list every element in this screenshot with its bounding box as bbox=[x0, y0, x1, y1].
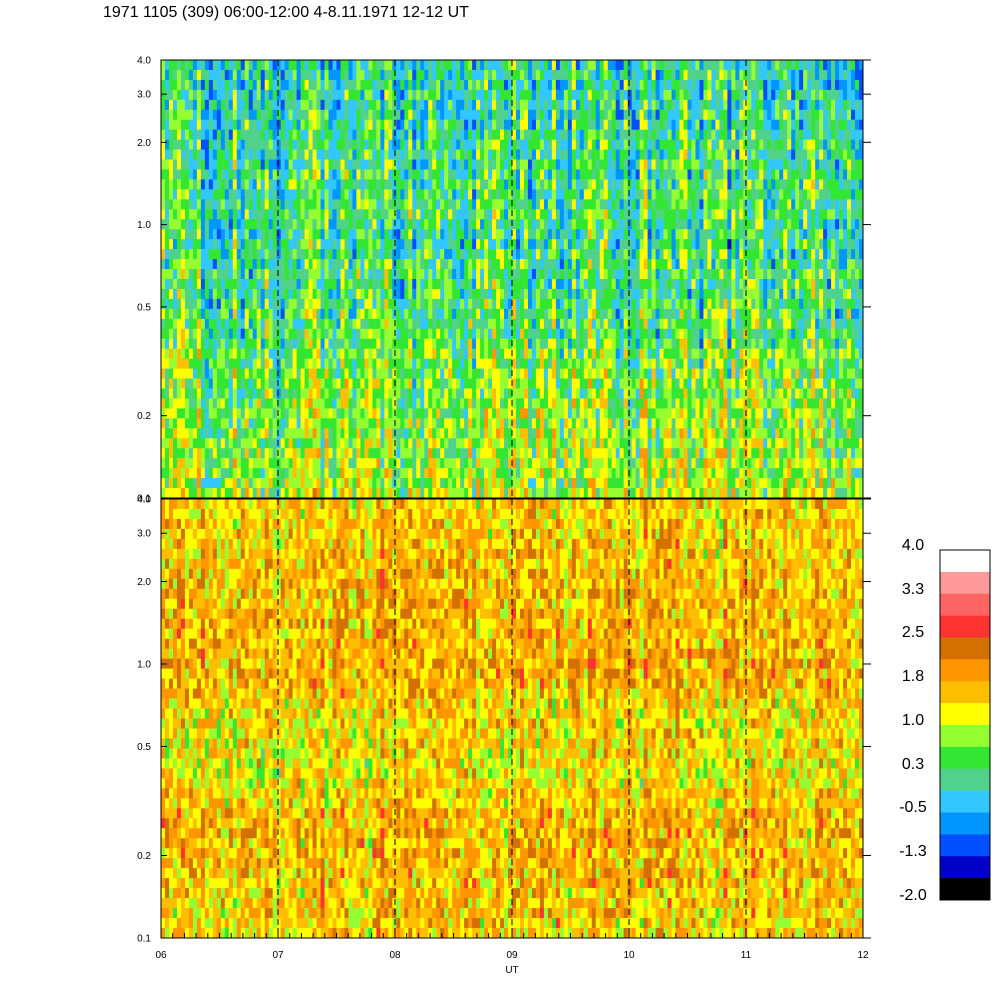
colorbar-band bbox=[940, 615, 990, 638]
colorbar-frame bbox=[939, 549, 991, 901]
colorbar-label: 1.0 bbox=[902, 712, 924, 729]
colorbar-band bbox=[940, 725, 990, 748]
colorbar-band bbox=[940, 812, 990, 835]
spectrogram-panel-upper bbox=[160, 59, 864, 499]
x-axis-label: UT bbox=[505, 965, 518, 976]
y-tick-label: 4.0 bbox=[137, 495, 151, 506]
y-tick-label: 0.1 bbox=[137, 934, 151, 945]
x-tick-label: 12 bbox=[857, 950, 869, 961]
colorbar-label: 3.3 bbox=[902, 581, 924, 598]
y-tick-label: 2.0 bbox=[137, 577, 151, 588]
colorbar-band bbox=[940, 703, 990, 726]
y-tick-label: 0.2 bbox=[137, 411, 151, 422]
x-tick-label: 07 bbox=[272, 950, 284, 961]
colorbar-band bbox=[940, 768, 990, 791]
colorbar-label: -2.0 bbox=[899, 887, 927, 904]
y-tick-label: 0.2 bbox=[137, 851, 151, 862]
x-tick-label: 11 bbox=[741, 950, 752, 961]
y-tick-label: 1.0 bbox=[137, 220, 151, 231]
colorbar-label: 4.0 bbox=[902, 537, 924, 554]
colorbar-band bbox=[940, 746, 990, 770]
x-tick-label: 08 bbox=[389, 950, 401, 961]
y-tick-label: 2.0 bbox=[137, 138, 151, 149]
colorbar-band bbox=[940, 681, 990, 704]
colorbar-label: -1.3 bbox=[899, 843, 927, 860]
colorbar-label: 0.3 bbox=[902, 756, 924, 773]
y-tick-label: 0.5 bbox=[137, 302, 151, 313]
colorbar-band bbox=[940, 550, 990, 573]
x-tick-label: 09 bbox=[506, 950, 518, 961]
y-tick-label: 3.0 bbox=[137, 90, 151, 101]
x-tick-label: 06 bbox=[155, 950, 167, 961]
colorbar-label: 1.8 bbox=[902, 668, 924, 685]
y-tick-label: 1.0 bbox=[137, 659, 151, 670]
colorbar-label: -0.5 bbox=[899, 799, 927, 816]
colorbar-band bbox=[940, 593, 990, 616]
colorbar-band bbox=[940, 834, 990, 857]
spectrogram-panel-lower bbox=[160, 498, 864, 939]
x-tick-label: 10 bbox=[623, 950, 635, 961]
colorbar-band bbox=[940, 878, 990, 901]
y-tick-label: 0.5 bbox=[137, 742, 151, 753]
chart-title: 1971 1105 (309) 06:00-12:00 4-8.11.1971 … bbox=[103, 4, 469, 21]
y-tick-label: 4.0 bbox=[137, 56, 151, 67]
y-tick-label: 0.1 bbox=[137, 494, 151, 505]
colorbar-band bbox=[940, 790, 990, 813]
y-tick-label: 3.0 bbox=[137, 529, 151, 540]
colorbar-label: 2.5 bbox=[902, 624, 924, 641]
colorbar-band bbox=[940, 571, 990, 595]
colorbar-band bbox=[940, 637, 990, 660]
colorbar-band bbox=[940, 856, 990, 879]
colorbar-band bbox=[940, 659, 990, 682]
